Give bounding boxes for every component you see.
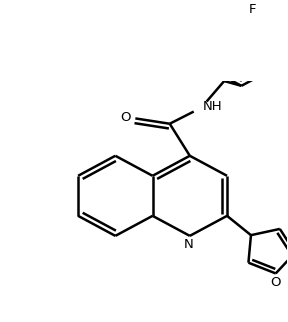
Text: F: F [249, 3, 256, 16]
Text: NH: NH [203, 100, 222, 113]
Text: O: O [270, 276, 281, 289]
Text: O: O [120, 110, 130, 124]
Text: N: N [183, 238, 193, 251]
